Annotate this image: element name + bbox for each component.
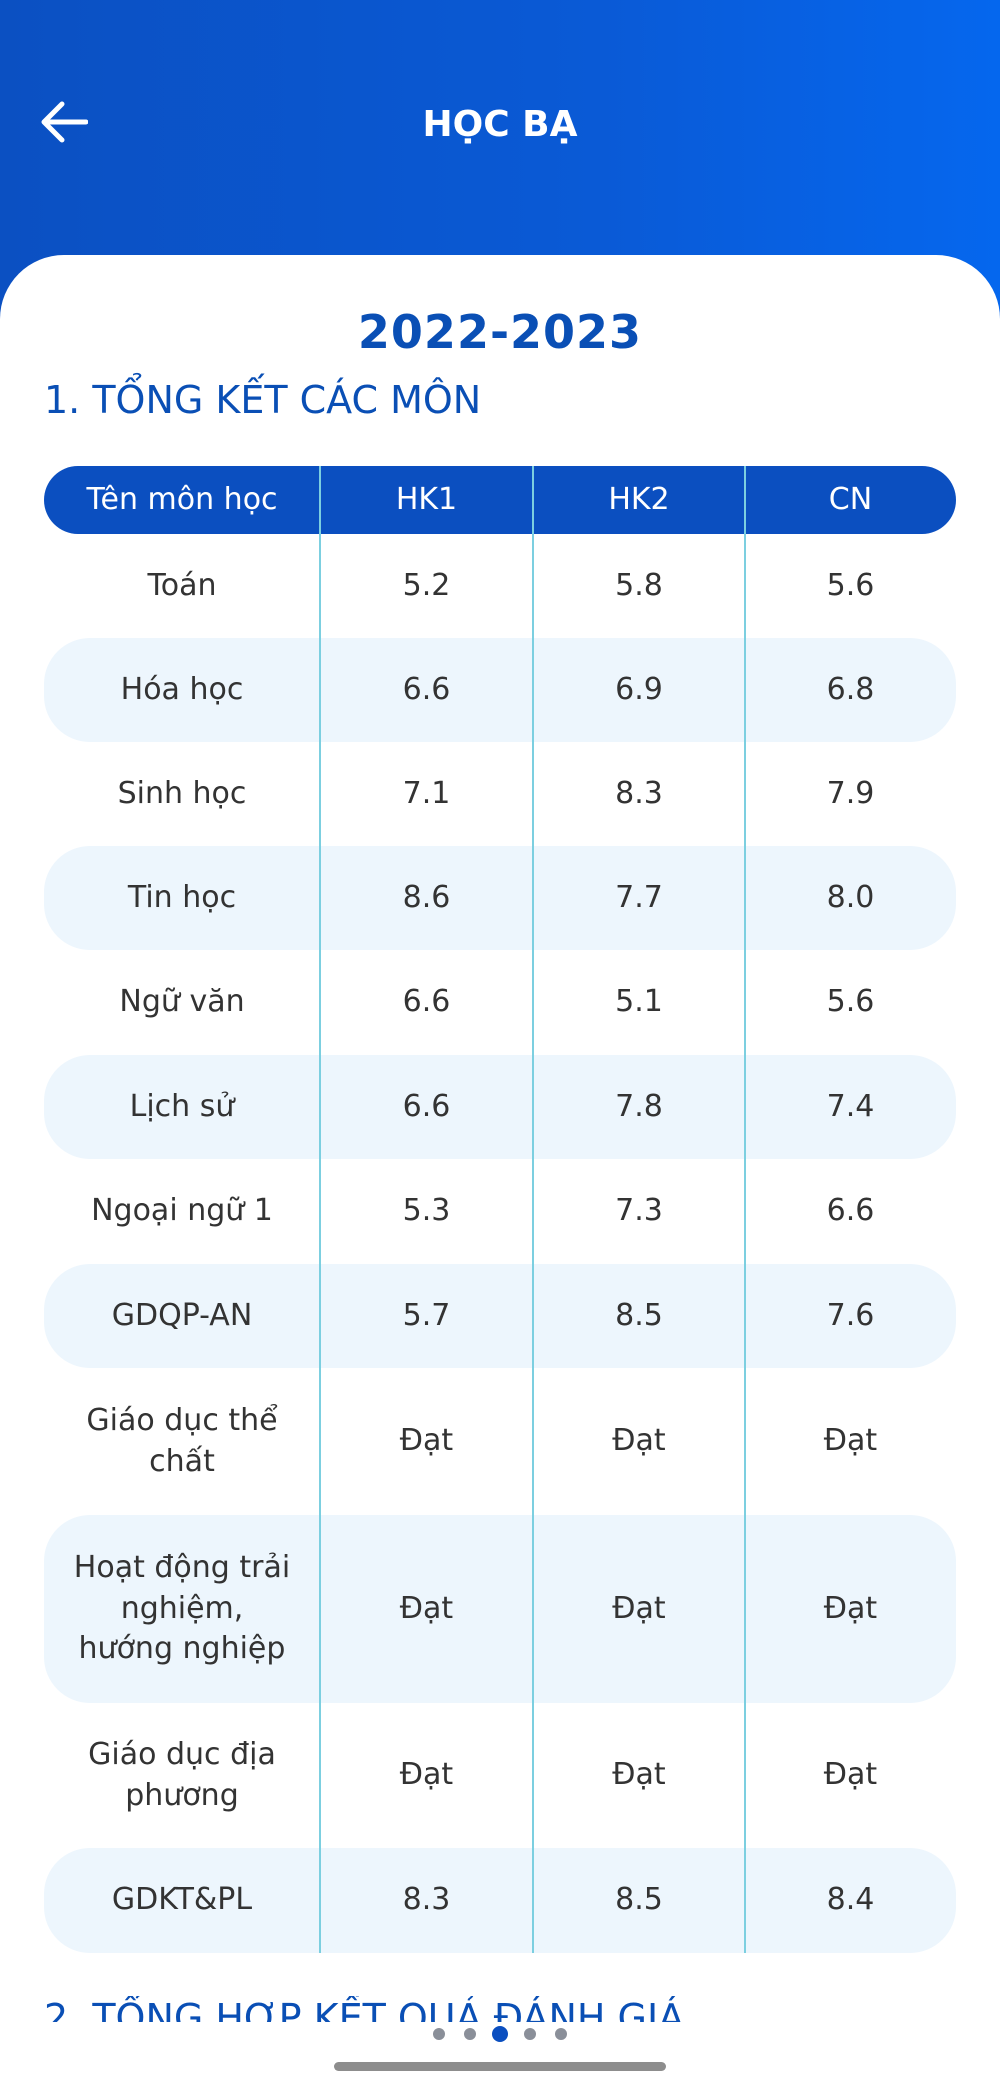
grade: 8.5 [615,1297,663,1333]
grade: Đạt [612,1757,666,1793]
grade: 8.3 [402,1882,451,1918]
page-title: HỌC BẠ [422,104,578,145]
grade: 5.7 [402,1297,451,1333]
page-dot[interactable] [555,2028,567,2040]
grade: 8.6 [402,879,451,915]
grade: 6.6 [402,984,451,1020]
grade: 5.3 [402,1193,451,1229]
grade: 5.6 [826,567,875,603]
grade: 8.4 [826,1882,875,1918]
grade: 8.3 [615,775,663,811]
column-divider [532,466,534,1953]
column-divider [319,466,321,1953]
grade: Đạt [823,1423,878,1459]
page-dot[interactable] [524,2028,536,2040]
grade: 5.6 [826,984,875,1020]
subject-name: Sinh học [117,775,247,811]
grade: 7.4 [826,1088,875,1124]
page-dot[interactable] [464,2028,476,2040]
column-divider [744,466,746,1953]
page-dot[interactable] [492,2026,508,2042]
table-header [44,466,956,534]
grade: Đạt [823,1757,878,1793]
grade: Đạt [612,1590,666,1626]
subject-name: Ngữ văn [119,984,245,1020]
subject-name: Giáo dục thể chất [86,1403,278,1479]
subject-name: Ngoại ngữ 1 [91,1193,273,1229]
subject-name: GDKT&PL [111,1882,253,1918]
subject-name: Giáo dục địa phương [88,1737,276,1813]
grade: 6.6 [826,1193,875,1229]
column-header: Tên môn học [86,481,278,517]
grade: 7.8 [615,1088,663,1124]
row-background [44,638,956,742]
row-background [44,1264,956,1368]
home-indicator [334,2062,666,2071]
row-background [44,1055,956,1159]
grade: 7.6 [826,1297,875,1333]
grade: Đạt [399,1757,454,1793]
subject-name: Tin học [127,879,237,915]
grade: Đạt [612,1423,666,1459]
grade: 6.9 [615,671,663,707]
column-header: HK1 [395,481,458,517]
grade: 6.6 [402,1088,451,1124]
subject-name: Toán [147,567,217,603]
grade: 5.2 [402,567,451,603]
section-title: 2. TỔNG HỢP KẾT QUẢ ĐÁNH GIÁ [44,1996,685,2022]
grade: 7.3 [615,1193,663,1229]
content-card [0,255,1000,2074]
subject-name: Hoạt động trải nghiệm, hướng nghiệp [73,1550,291,1667]
subject-name: Hóa học [120,671,244,707]
row-background [44,1848,956,1953]
school-year: 2022-2023 [357,305,643,359]
grade: 7.7 [615,879,663,915]
grade: 6.8 [826,671,875,707]
back-button[interactable] [40,100,88,144]
grade: 7.1 [402,775,451,811]
grade: Đạt [399,1590,454,1626]
grade: 6.6 [402,671,451,707]
row-background [44,846,956,950]
grade: 8.5 [615,1882,663,1918]
grade: 5.1 [615,984,663,1020]
column-header: CN [828,481,873,517]
grade: Đạt [399,1423,454,1459]
column-header: HK2 [608,481,670,517]
grade: 8.0 [826,879,875,915]
grade: 5.8 [615,567,663,603]
section-title: 1. TỔNG KẾT CÁC MÔN [44,378,482,422]
page-dot[interactable] [433,2028,445,2040]
subject-name: Lịch sử [129,1088,235,1124]
grade: Đạt [823,1590,878,1626]
subject-name: GDQP-AN [111,1297,253,1333]
row-background [44,1515,956,1703]
grade: 7.9 [826,775,875,811]
